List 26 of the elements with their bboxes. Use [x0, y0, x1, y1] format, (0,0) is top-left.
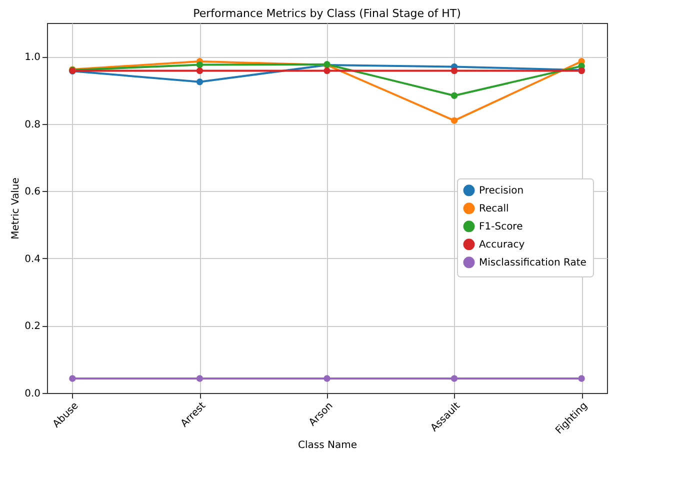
legend-label: F1-Score — [479, 221, 523, 232]
point — [196, 67, 204, 74]
point — [196, 375, 204, 382]
y-tick-label: 0.6 — [24, 186, 40, 198]
point — [450, 67, 458, 74]
point — [69, 375, 76, 382]
chart-title: Performance Metrics by Class (Final Stage of HT) — [193, 7, 461, 20]
y-axis-title: Metric Value — [10, 178, 22, 240]
legend-label: Precision — [479, 185, 524, 196]
legend-label: Recall — [479, 203, 509, 214]
point — [196, 61, 204, 68]
point — [324, 67, 330, 74]
point — [578, 375, 585, 382]
point — [450, 92, 458, 99]
legend-label: Misclassification Rate — [479, 257, 586, 268]
x-axis-title: Class Name — [298, 440, 357, 451]
y-tick-label: 0.0 — [24, 388, 40, 400]
point — [450, 117, 458, 124]
point — [450, 375, 458, 382]
y-tick-label: 0.2 — [24, 321, 40, 332]
legend-label: Accuracy — [479, 239, 525, 250]
point — [196, 78, 204, 86]
y-tick-label: 1.0 — [24, 52, 40, 64]
point — [324, 375, 330, 382]
y-tick-label: 0.8 — [24, 119, 40, 130]
y-tick-label: 0.4 — [24, 254, 40, 265]
